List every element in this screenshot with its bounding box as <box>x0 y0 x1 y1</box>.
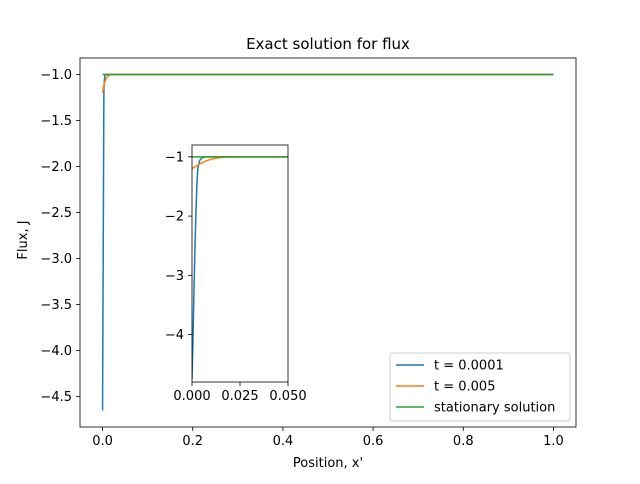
inset-x-tick-label: 0.025 <box>221 389 258 404</box>
main-y-tick-label: −1.0 <box>40 68 72 83</box>
inset-y-tick-label: −2 <box>165 210 184 225</box>
inset-x-tick-label: 0.050 <box>269 389 306 404</box>
main-x-tick-label: 0.0 <box>92 434 113 449</box>
legend-label-2: t = 0.005 <box>434 380 495 395</box>
main-y-tick-label: −3.0 <box>40 252 72 267</box>
main-y-tick-label: −2.0 <box>40 160 72 175</box>
inset-x-tick-label: 0.000 <box>173 389 210 404</box>
legend-label-1: t = 0.0001 <box>434 359 504 374</box>
main-x-tick-label: 0.4 <box>273 434 294 449</box>
legend-box <box>389 352 571 422</box>
main-y-tick-label: −4.0 <box>40 344 72 359</box>
inset-y-tick-label: −3 <box>165 269 184 284</box>
inset-y-tick-label: −4 <box>165 328 184 343</box>
main-y-tick-label: −2.5 <box>40 206 72 221</box>
main-frame <box>79 57 577 428</box>
x-axis-title: Position, x' <box>293 456 363 471</box>
inset-axes: 0.000 0.025 0.050 −1 −2 −3 −4 <box>165 144 307 404</box>
chart-title: Exact solution for flux <box>246 35 410 53</box>
main-x-tick-label: 0.6 <box>363 434 384 449</box>
main-x-tick-label: 0.2 <box>182 434 203 449</box>
main-y-tick-label: −1.5 <box>40 114 72 129</box>
inset-plot-area <box>192 145 288 382</box>
main-x-tick-label: 0.8 <box>453 434 474 449</box>
main-series-group <box>101 73 554 411</box>
legend-label-3: stationary solution <box>434 401 555 416</box>
inset-series-group <box>192 156 288 380</box>
main-y-tick-label: −3.5 <box>40 298 72 313</box>
main-x-tick-label: 1.0 <box>543 434 564 449</box>
main-y-tick-label: −4.5 <box>40 390 72 405</box>
y-axis-title: Flux, J <box>16 220 31 259</box>
legend: t = 0.0001 t = 0.005 stationary solution <box>389 352 571 422</box>
inset-y-tick-label: −1 <box>165 150 184 165</box>
